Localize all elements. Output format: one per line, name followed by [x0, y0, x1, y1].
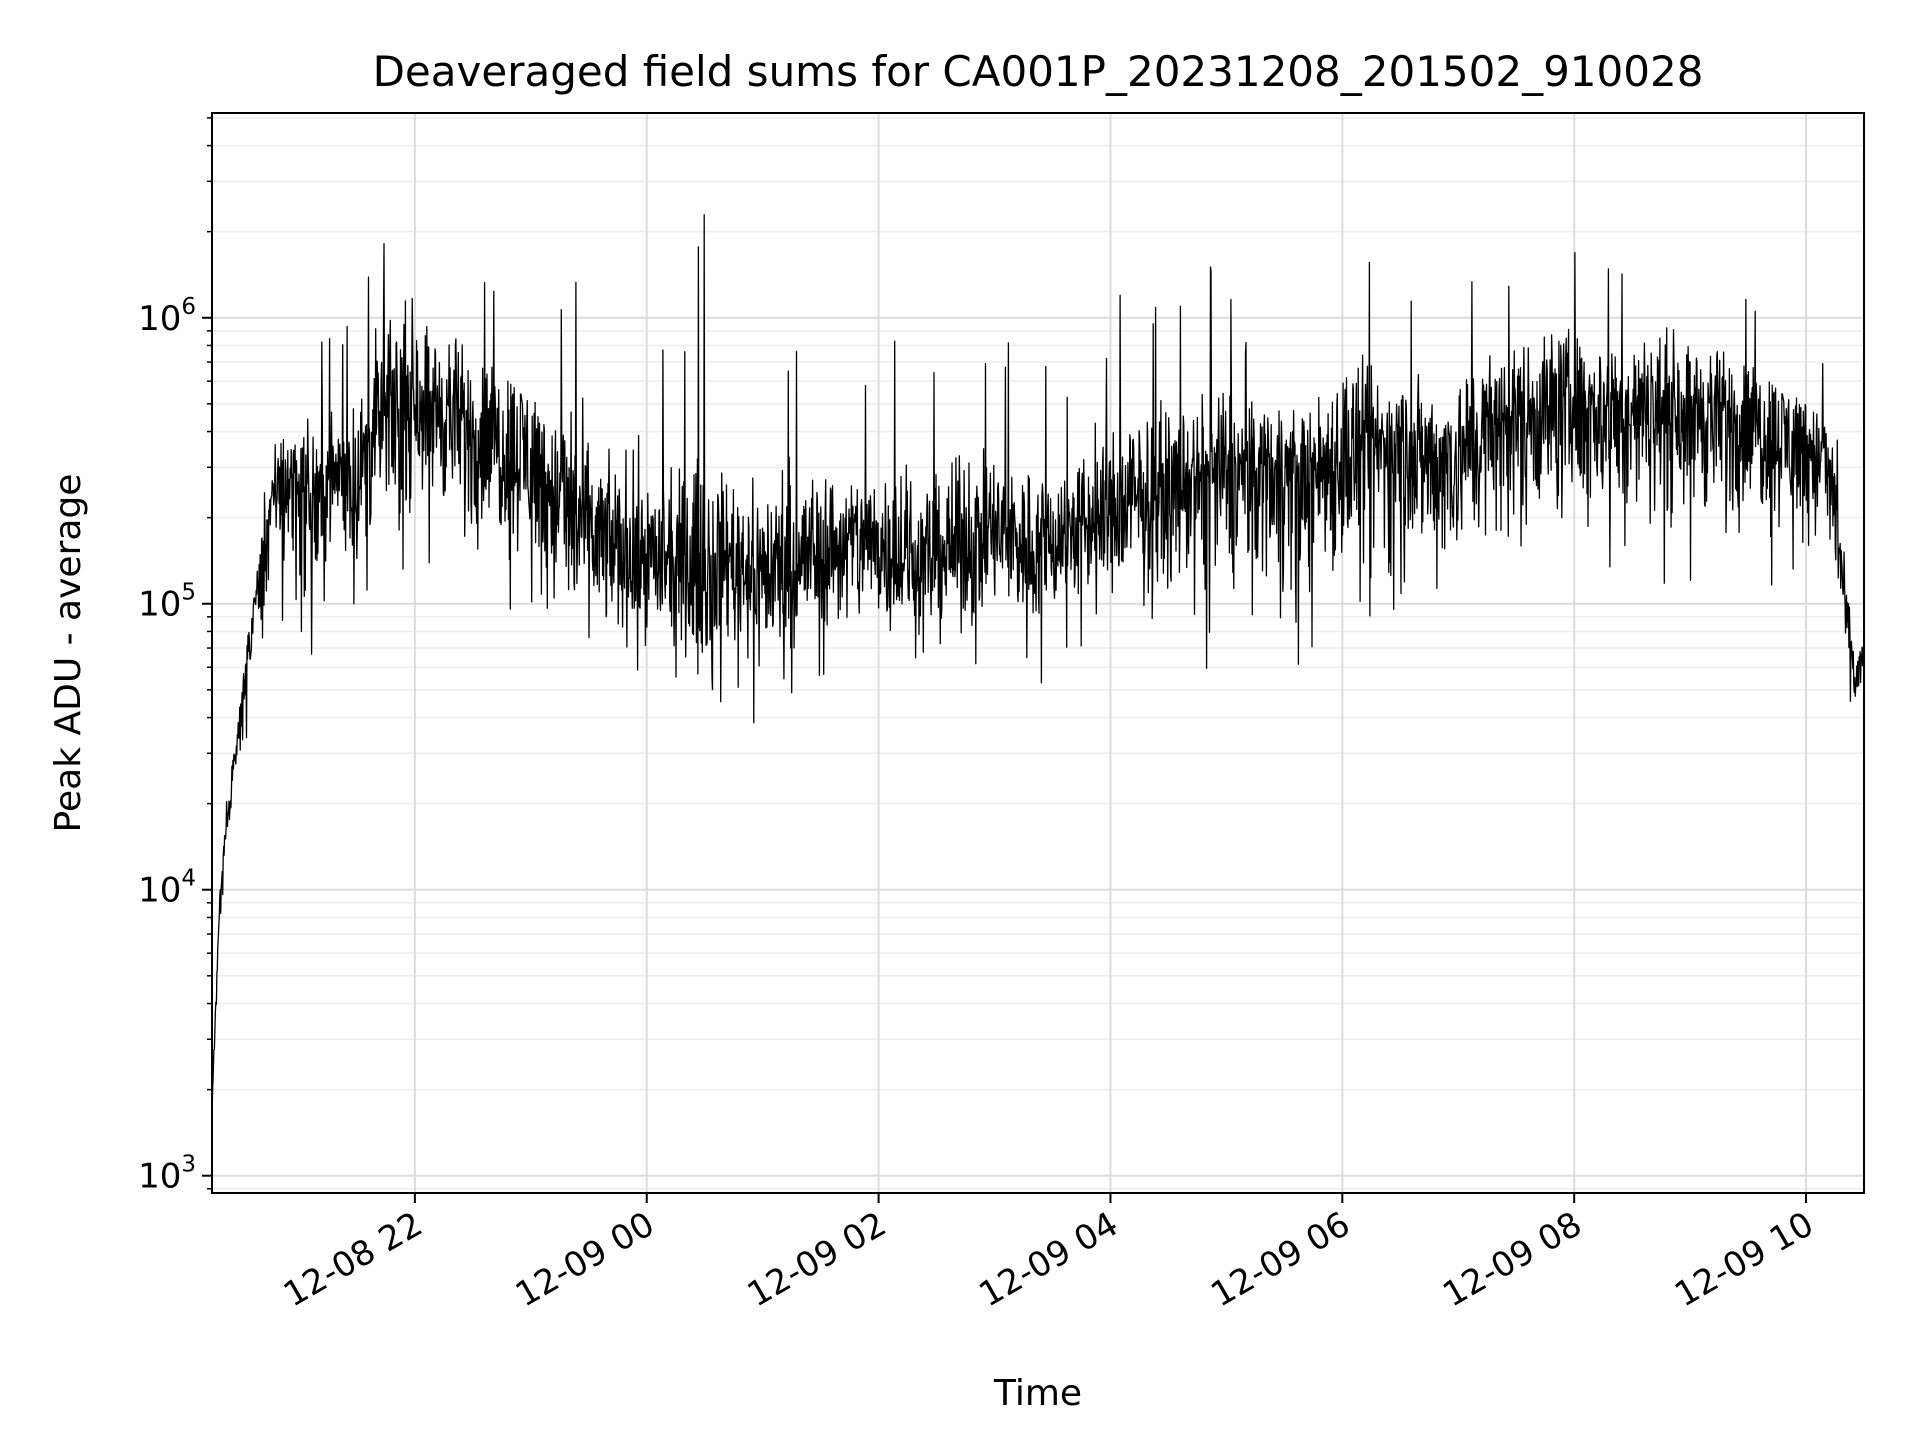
grid: [212, 113, 1864, 1193]
series-line: [211, 214, 1865, 1124]
y-tick-label-base: 10: [138, 299, 181, 339]
y-tick-label-base: 10: [138, 871, 181, 911]
series-layer: [211, 214, 1865, 1124]
y-axis-label: Peak ADU - average: [48, 474, 89, 833]
x-axis-label: Time: [993, 1373, 1082, 1414]
y-tick-label-exponent: 3: [181, 1152, 196, 1178]
y-tick-label: 104: [138, 866, 196, 911]
y-tick-label-base: 10: [138, 585, 181, 625]
plot-frame: [211, 112, 1865, 1194]
y-tick-label: 103: [138, 1152, 196, 1197]
y-tick-label-exponent: 5: [181, 580, 196, 606]
y-tick-label: 105: [138, 580, 196, 625]
y-tick-label-exponent: 4: [181, 866, 196, 892]
y-tick-label-exponent: 6: [181, 294, 196, 320]
y-tick-label-base: 10: [138, 1157, 181, 1197]
y-tick-label: 106: [138, 294, 196, 339]
chart-title: Deaveraged field sums for CA001P_2023120…: [373, 47, 1704, 96]
